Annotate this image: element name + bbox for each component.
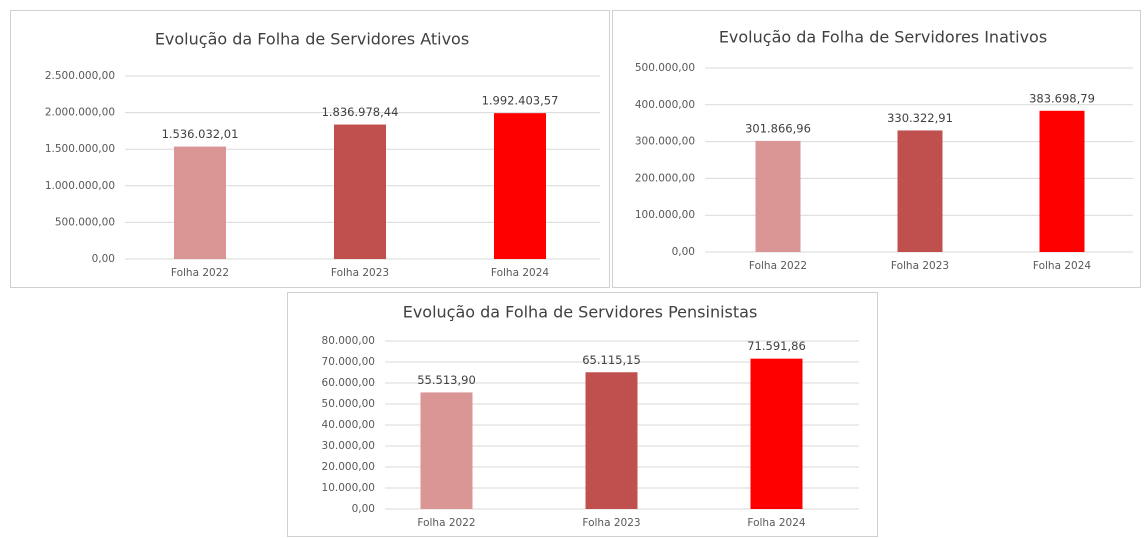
value-label: 65.115,15: [582, 353, 641, 367]
x-tick-label: Folha 2023: [331, 267, 389, 279]
chart-title: Evolução da Folha de Servidores Pensinis…: [403, 303, 758, 322]
value-label: 55.513,90: [417, 373, 476, 387]
bar: [755, 140, 801, 252]
bar: [1039, 110, 1085, 252]
chart-title: Evolução da Folha de Servidores Ativos: [155, 30, 469, 49]
y-tick-label: 500.000,00: [635, 62, 695, 74]
y-tick-label: 200.000,00: [635, 172, 695, 184]
bar: [750, 358, 803, 509]
y-tick-label: 10.000,00: [322, 482, 375, 494]
y-tick-label: 70.000,00: [322, 356, 375, 368]
y-tick-label: 80.000,00: [322, 335, 375, 347]
x-tick-label: Folha 2022: [171, 267, 229, 279]
x-tick-label: Folha 2023: [582, 517, 640, 529]
y-tick-label: 400.000,00: [635, 99, 695, 111]
y-tick-label: 2.500.000,00: [45, 70, 115, 82]
bar: [585, 372, 638, 509]
bar: [420, 392, 473, 509]
value-label: 330.322,91: [887, 111, 953, 125]
y-tick-label: 40.000,00: [322, 419, 375, 431]
y-tick-label: 30.000,00: [322, 440, 375, 452]
x-tick-label: Folha 2022: [749, 260, 807, 272]
y-tick-label: 50.000,00: [322, 398, 375, 410]
value-label: 1.836.978,44: [322, 105, 399, 119]
value-label: 301.866,96: [745, 121, 811, 135]
value-label: 71.591,86: [747, 339, 806, 353]
y-tick-label: 0,00: [352, 503, 375, 515]
x-tick-label: Folha 2022: [417, 517, 475, 529]
x-tick-label: Folha 2024: [747, 517, 805, 529]
chart-title: Evolução da Folha de Servidores Inativos: [719, 28, 1047, 47]
x-tick-label: Folha 2023: [891, 260, 949, 272]
y-tick-label: 60.000,00: [322, 377, 375, 389]
y-tick-label: 100.000,00: [635, 209, 695, 221]
x-tick-label: Folha 2024: [1033, 260, 1091, 272]
y-tick-label: 20.000,00: [322, 461, 375, 473]
y-tick-label: 0,00: [672, 246, 695, 258]
value-label: 383.698,79: [1029, 91, 1095, 105]
bar: [334, 124, 386, 260]
value-label: 1.992.403,57: [482, 94, 559, 108]
y-tick-label: 500.000,00: [55, 216, 115, 228]
value-label: 1.536.032,01: [162, 127, 239, 141]
y-tick-label: 1.500.000,00: [45, 143, 115, 155]
y-tick-label: 1.000.000,00: [45, 180, 115, 192]
bar: [897, 130, 943, 252]
y-tick-label: 2.000.000,00: [45, 107, 115, 119]
y-tick-label: 300.000,00: [635, 136, 695, 148]
y-tick-label: 0,00: [92, 253, 115, 265]
x-tick-label: Folha 2024: [491, 267, 549, 279]
bar: [494, 113, 546, 259]
bar: [174, 146, 226, 259]
